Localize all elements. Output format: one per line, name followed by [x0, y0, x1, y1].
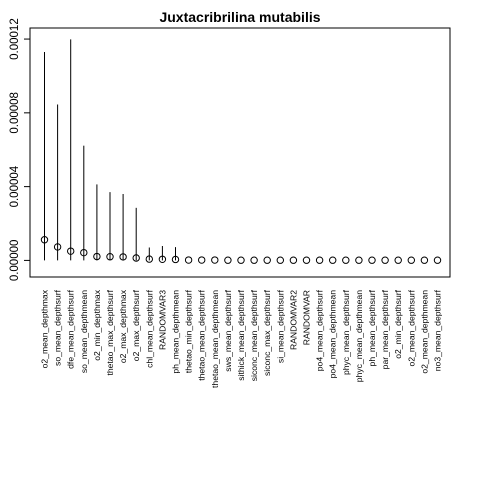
data-point — [381, 256, 389, 264]
x-tick-label: siconc_mean_depthsurf — [249, 289, 259, 381]
x-tick-label: so_mean_depthsurf — [53, 289, 63, 366]
data-point — [342, 256, 350, 264]
x-tick-label: chl_mean_depthsurf — [144, 289, 154, 367]
x-tick-label: thetao_max_depthsurf — [105, 289, 115, 375]
x-tick-label: RANDOMVAR — [302, 290, 312, 345]
data-point — [184, 256, 193, 264]
x-tick-label: po4_mean_depthsurf — [315, 289, 325, 371]
y-tick-label: 0.00000 — [9, 240, 21, 282]
data-point — [132, 254, 140, 262]
data-point — [289, 256, 298, 264]
series-points — [40, 236, 442, 264]
data-point — [119, 253, 127, 261]
data-point — [368, 256, 376, 264]
x-tick-label: o2_min_depthmax — [92, 289, 102, 360]
y-tick-label: 0.00012 — [9, 18, 21, 60]
data-point — [315, 256, 324, 264]
x-tick-label: sithick_mean_depthsurf — [236, 289, 246, 380]
x-tick-label: ph_mean_depthmean — [171, 290, 181, 374]
y-axis: 0.00000 0.00004 0.00008 0.00012 — [9, 18, 30, 281]
data-point — [276, 256, 284, 264]
x-tick-label: RANDOMVAR2 — [288, 290, 298, 350]
data-point — [93, 252, 101, 261]
x-tick-label: par_mean_depthsurf — [380, 289, 390, 369]
x-tick-label: ph_mean_depthsurf — [367, 289, 377, 366]
data-point — [40, 236, 49, 244]
y-tick-label: 0.00008 — [9, 92, 21, 134]
series-segments — [44, 39, 176, 261]
data-point — [407, 256, 415, 264]
data-point — [394, 256, 402, 264]
x-tick-label: so_mean_depthmean — [79, 290, 89, 373]
data-point — [198, 256, 206, 264]
x-tick-label: o2_min_depthsurf — [393, 289, 403, 358]
x-tick-label: o2_mean_depthsurf — [406, 289, 416, 366]
data-point — [211, 256, 219, 264]
data-point — [145, 255, 154, 263]
data-point — [67, 247, 75, 255]
data-point — [224, 256, 232, 264]
x-tick-label: si_mean_depthsurf — [275, 289, 285, 363]
data-point — [80, 248, 88, 257]
data-point — [302, 256, 311, 264]
x-tick-label: o2_max_depthsurf — [131, 289, 141, 361]
data-point — [329, 256, 337, 264]
data-point — [250, 256, 258, 264]
y-tick-label: 0.00004 — [9, 165, 21, 207]
data-point — [420, 256, 429, 264]
chart-title: Juxtacribrilina mutabilis — [159, 9, 320, 25]
data-point — [263, 256, 271, 264]
x-tick-label: thetao_mean_depthmean — [210, 290, 220, 388]
data-point — [106, 253, 114, 261]
plot-frame — [29, 27, 451, 278]
data-point — [237, 256, 245, 264]
x-tick-label: phyc_mean_depthsurf — [341, 289, 351, 375]
data-point — [158, 255, 167, 263]
data-point — [433, 256, 442, 264]
x-tick-label: dfe_mean_depthsurf — [66, 289, 76, 368]
x-tick-label: siconc_max_depthsurf — [262, 289, 272, 376]
x-tick-label: RANDOMVAR3 — [157, 290, 167, 350]
x-tick-label: no3_mean_depthsurf — [433, 289, 443, 371]
x-tick-label: po4_mean_depthmean — [328, 290, 338, 379]
x-tick-label: o2_max_depthmax — [118, 289, 128, 363]
x-tick-label: phyc_mean_depthmean — [354, 290, 364, 382]
x-tick-label: thetao_mean_depthsurf — [197, 289, 207, 380]
data-point — [171, 255, 180, 264]
x-tick-label: o2_mean_depthmax — [40, 289, 50, 368]
data-point — [355, 256, 363, 264]
data-point — [53, 243, 62, 251]
x-tick-label: sws_mean_depthsurf — [223, 289, 233, 371]
x-tick-label: o2_mean_depthmean — [419, 290, 429, 374]
x-axis-labels: o2_mean_depthmax so_mean_depthsurf dfe_mea… — [40, 289, 443, 388]
x-tick-label: thetao_min_depthsurf — [184, 289, 194, 373]
